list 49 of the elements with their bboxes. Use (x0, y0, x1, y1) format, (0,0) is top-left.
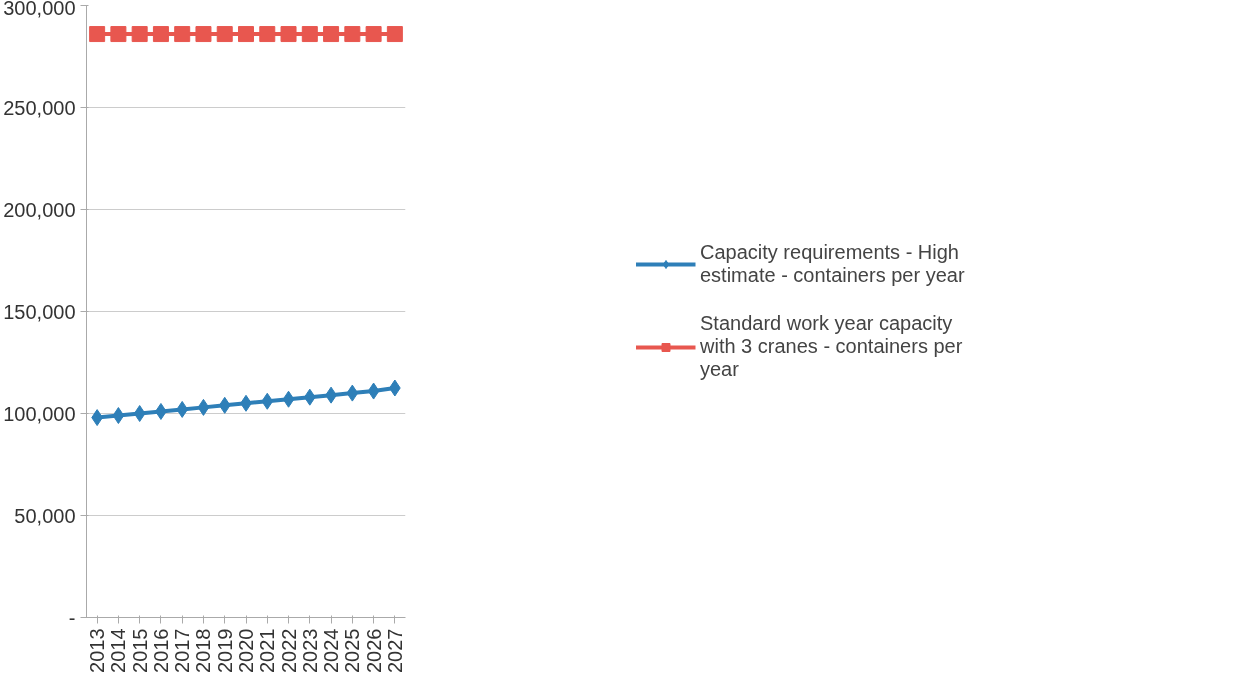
point (152, 26, 169, 43)
point (282, 390, 295, 408)
legend-label: Standard work year capacity with 3 cranes - containers per year (700, 312, 964, 381)
point (174, 26, 191, 43)
x-tick-label: 2021 (256, 628, 279, 673)
point (344, 26, 361, 43)
point (301, 26, 318, 43)
x-tick-label: 2019 (213, 628, 236, 673)
x-tick-label: 2027 (383, 628, 406, 673)
point (218, 396, 231, 414)
point (197, 398, 210, 416)
y-tick-label: 250,000 (3, 96, 76, 119)
point (259, 26, 276, 43)
point (346, 384, 359, 402)
x-tick-label: 2018 (192, 628, 215, 673)
x-tick-label: 2016 (149, 628, 172, 673)
y-tick-label: 300,000 (3, 0, 76, 19)
point (303, 388, 316, 406)
x-tick-label: 2013 (86, 628, 109, 673)
point (386, 26, 403, 43)
x-tick-label: 2014 (107, 628, 130, 673)
point (365, 26, 382, 43)
point (112, 407, 125, 425)
x-tick-label: 2026 (362, 628, 385, 673)
point (131, 26, 148, 43)
point (195, 26, 212, 43)
x-tick-label: 2017 (171, 628, 194, 673)
point (176, 400, 189, 418)
y-tick-label: - (68, 606, 76, 629)
x-tick-label: 2022 (277, 628, 300, 673)
y-tick-label: 100,000 (3, 402, 76, 425)
point (216, 26, 233, 43)
x-tick-label: 2015 (128, 628, 151, 673)
point (367, 382, 380, 400)
point (133, 405, 146, 422)
x-tick-label: 2023 (298, 628, 321, 673)
y-tick-label: 50,000 (14, 504, 76, 527)
y-tick-label: 200,000 (3, 198, 76, 221)
point (280, 26, 297, 43)
x-tick-label: 2020 (235, 628, 257, 673)
x-tick-label: 2025 (341, 628, 364, 673)
y-tick-label: 150,000 (3, 300, 76, 323)
point (110, 26, 127, 43)
point (238, 26, 254, 43)
x-tick-label: 2024 (320, 628, 343, 673)
point (261, 392, 274, 410)
legend-label: Capacity requirements - High estimate - containers per year (700, 241, 966, 287)
point (323, 26, 340, 43)
point (89, 26, 106, 43)
